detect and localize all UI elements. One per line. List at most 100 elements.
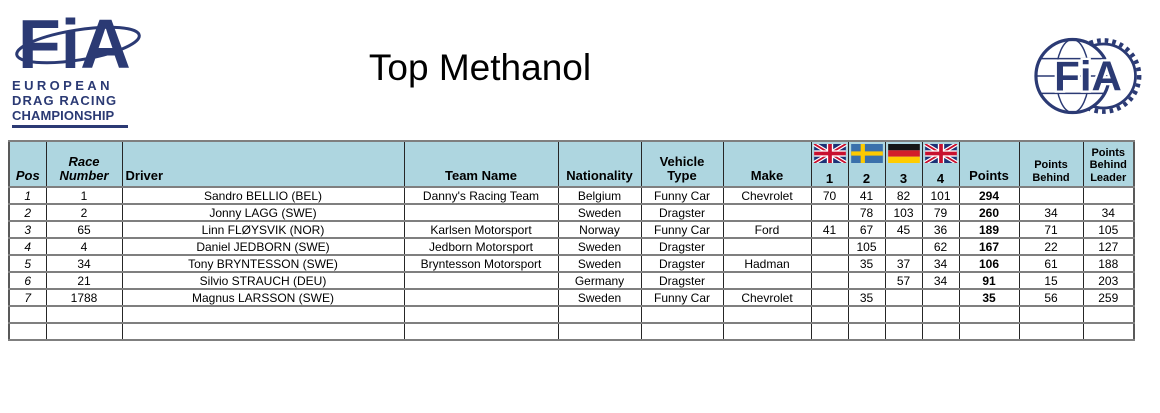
empty-row xyxy=(8,322,1135,341)
cell-behind-leader xyxy=(1082,305,1135,324)
cell-pos: 7 xyxy=(8,288,47,307)
cell-r4 xyxy=(921,288,960,307)
cell-make xyxy=(722,305,812,324)
table-row: 1 1 Sandro BELLIO (BEL) Danny's Racing Team… xyxy=(8,186,1135,205)
cell-r3: 57 xyxy=(884,271,923,290)
cell-behind-leader xyxy=(1082,186,1135,205)
col-header-pos: Pos xyxy=(8,140,47,188)
round-number: 4 xyxy=(936,171,945,186)
cell-r1 xyxy=(810,288,849,307)
cell-pos: 5 xyxy=(8,254,47,273)
cell-points: 167 xyxy=(958,237,1020,256)
cell-vehicle: Dragster xyxy=(640,254,724,273)
cell-vehicle xyxy=(640,305,724,324)
cell-r3 xyxy=(884,288,923,307)
cell-r3 xyxy=(884,237,923,256)
cell-nationality: Sweden xyxy=(557,288,642,307)
cell-driver: Magnus LARSSON (SWE) xyxy=(121,288,405,307)
cell-behind xyxy=(1018,322,1084,341)
cell-pos xyxy=(8,322,47,341)
table-row: 6 21 Silvio STRAUCH (DEU) Germany Dragster 57… xyxy=(8,271,1135,290)
cell-nationality: Belgium xyxy=(557,186,642,205)
cell-driver: Daniel JEDBORN (SWE) xyxy=(121,237,405,256)
cell-nationality xyxy=(557,305,642,324)
table-row: 4 4 Daniel JEDBORN (SWE) Jedborn Motorsport… xyxy=(8,237,1135,256)
cell-r1 xyxy=(810,305,849,324)
cell-r2 xyxy=(847,322,886,341)
cell-r4 xyxy=(921,305,960,324)
cell-points: 91 xyxy=(958,271,1020,290)
cell-nationality: Sweden xyxy=(557,237,642,256)
cell-race-number: 1 xyxy=(45,186,123,205)
cell-r4: 36 xyxy=(921,220,960,239)
cell-vehicle: Funny Car xyxy=(640,186,724,205)
cell-behind: 71 xyxy=(1018,220,1084,239)
cell-behind: 22 xyxy=(1018,237,1084,256)
col-header-vehicle-type: Vehicle Type xyxy=(640,140,724,188)
cell-make: Hadman xyxy=(722,254,812,273)
cell-pos: 4 xyxy=(8,237,47,256)
cell-behind xyxy=(1018,186,1084,205)
cell-driver xyxy=(121,322,405,341)
col-header-round-2: 2 xyxy=(847,140,886,188)
cell-r4: 101 xyxy=(921,186,960,205)
cell-pos: 1 xyxy=(8,186,47,205)
flag-uk-icon xyxy=(812,144,847,163)
cell-behind: 61 xyxy=(1018,254,1084,273)
cell-vehicle: Dragster xyxy=(640,237,724,256)
cell-driver: Tony BRYNTESSON (SWE) xyxy=(121,254,405,273)
cell-points: 260 xyxy=(958,203,1020,222)
cell-behind-leader: 203 xyxy=(1082,271,1135,290)
table-row: 7 1788 Magnus LARSSON (SWE) Sweden Funny Car… xyxy=(8,288,1135,307)
cell-team xyxy=(403,322,559,341)
cell-nationality xyxy=(557,322,642,341)
cell-race-number: 21 xyxy=(45,271,123,290)
cell-make: Chevrolet xyxy=(722,288,812,307)
col-header-team-name: Team Name xyxy=(403,140,559,188)
col-header-nationality: Nationality xyxy=(557,140,642,188)
fia-edrc-logo: FiA EUROPEAN DRAG RACING CHAMPIONSHIP xyxy=(12,5,144,128)
flag-sweden-icon xyxy=(850,144,884,163)
cell-r4: 34 xyxy=(921,271,960,290)
cell-make xyxy=(722,203,812,222)
cell-race-number: 34 xyxy=(45,254,123,273)
fia-letters-swoosh-icon: FiA xyxy=(12,5,144,77)
cell-behind-leader xyxy=(1082,322,1135,341)
cell-r2: 67 xyxy=(847,220,886,239)
col-header-race-number: Race Number xyxy=(45,140,123,188)
cell-vehicle: Funny Car xyxy=(640,288,724,307)
cell-points: 294 xyxy=(958,186,1020,205)
cell-race-number: 4 xyxy=(45,237,123,256)
cell-r1 xyxy=(810,322,849,341)
cell-team xyxy=(403,203,559,222)
cell-driver: Jonny LAGG (SWE) xyxy=(121,203,405,222)
cell-pos xyxy=(8,305,47,324)
cell-nationality: Sweden xyxy=(557,203,642,222)
table-row: 3 65 Linn FLØYSVIK (NOR) Karlsen Motorsport… xyxy=(8,220,1135,239)
cell-behind-leader: 259 xyxy=(1082,288,1135,307)
cell-vehicle: Dragster xyxy=(640,203,724,222)
cell-r2: 35 xyxy=(847,254,886,273)
logo-line-championship: CHAMPIONSHIP xyxy=(12,108,115,123)
table-row: 5 34 Tony BRYNTESSON (SWE) Bryntesson Motor… xyxy=(8,254,1135,273)
cell-team: Bryntesson Motorsport xyxy=(403,254,559,273)
cell-driver: Linn FLØYSVIK (NOR) xyxy=(121,220,405,239)
col-header-points: Points xyxy=(958,140,1020,188)
cell-behind-leader: 34 xyxy=(1082,203,1135,222)
cell-make xyxy=(722,322,812,341)
cell-behind xyxy=(1018,305,1084,324)
col-header-round-4: 4 xyxy=(921,140,960,188)
cell-r4: 34 xyxy=(921,254,960,273)
round-number: 1 xyxy=(825,171,834,186)
round-number: 2 xyxy=(862,171,871,186)
cell-race-number xyxy=(45,305,123,324)
cell-team xyxy=(403,305,559,324)
cell-r2: 35 xyxy=(847,288,886,307)
cell-r3 xyxy=(884,305,923,324)
cell-team xyxy=(403,288,559,307)
logo-text: EUROPEAN DRAG RACING CHAMPIONSHIP xyxy=(12,78,144,128)
logo-underline xyxy=(12,125,128,128)
cell-r2: 105 xyxy=(847,237,886,256)
cell-team: Jedborn Motorsport xyxy=(403,237,559,256)
